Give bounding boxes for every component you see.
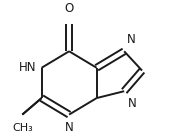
Text: N: N bbox=[128, 97, 137, 110]
Text: CH₃: CH₃ bbox=[12, 123, 33, 133]
Text: N: N bbox=[127, 33, 136, 46]
Text: N: N bbox=[65, 121, 73, 134]
Text: O: O bbox=[65, 2, 74, 15]
Text: HN: HN bbox=[19, 61, 36, 74]
